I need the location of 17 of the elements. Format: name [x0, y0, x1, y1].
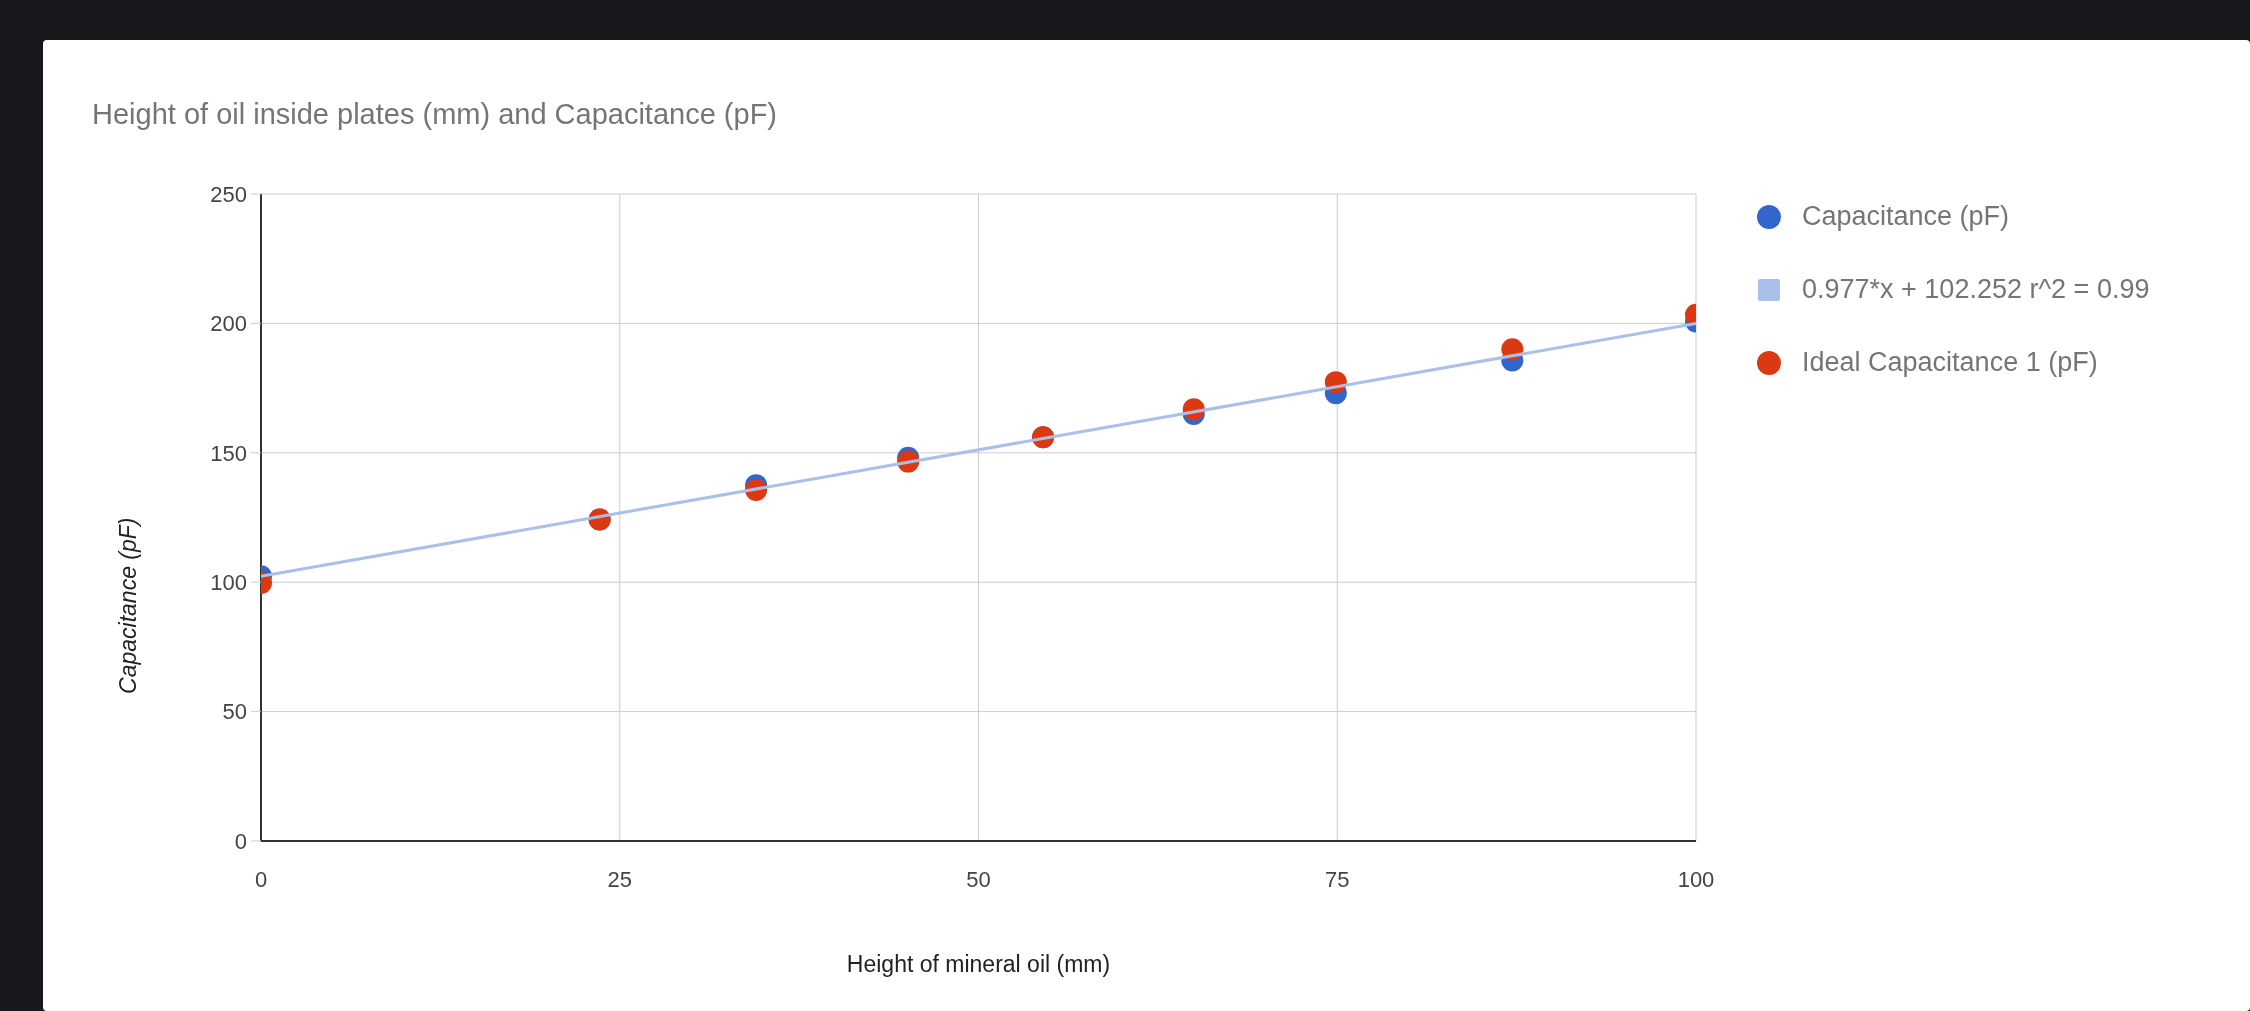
y-axis-title: Capacitance (pF) — [115, 517, 142, 694]
x-tick-label: 0 — [254, 866, 268, 892]
y-tick-label: 200 — [210, 311, 247, 337]
legend-label: 0.977*x + 102.252 r^2 = 0.99 — [1802, 274, 2150, 305]
x-tick-label: 100 — [1677, 866, 1715, 892]
x-tick-label: 75 — [1325, 866, 1350, 892]
legend-label: Ideal Capacitance 1 (pF) — [1802, 347, 2098, 378]
x-tick-label: 25 — [607, 866, 632, 892]
x-axis-title: Height of mineral oil (mm) — [846, 951, 1111, 977]
legend-label: Capacitance (pF) — [1802, 201, 2010, 232]
y-tick-label: 250 — [210, 181, 247, 207]
chart-title: Height of oil inside plates (mm) and Capacitance (pF) — [92, 98, 778, 131]
y-tick-label: 100 — [210, 570, 247, 596]
x-tick-label: 50 — [966, 866, 991, 892]
y-tick-label: 0 — [234, 828, 247, 854]
y-tick-label: 150 — [210, 440, 247, 466]
y-tick-label: 50 — [222, 699, 247, 725]
